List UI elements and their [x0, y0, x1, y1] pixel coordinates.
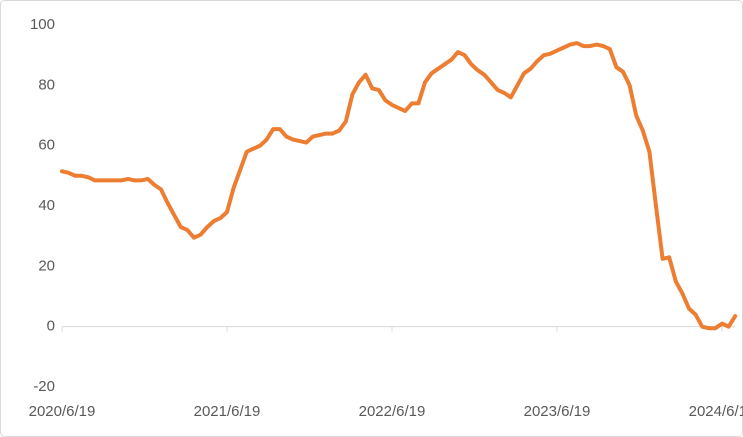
- y-tick-label: 40: [38, 197, 55, 214]
- x-tick-label: 2021/6/19: [194, 403, 261, 420]
- y-tick-label: 20: [38, 257, 55, 274]
- y-tick-label: 80: [38, 76, 55, 93]
- y-tick-label: 0: [47, 318, 55, 335]
- y-tick-label: 100: [30, 16, 55, 33]
- x-tick-label: 2022/6/19: [359, 403, 426, 420]
- x-tick-label: 2023/6/19: [524, 403, 591, 420]
- y-tick-label: -20: [33, 378, 55, 395]
- line-series: [60, 41, 738, 331]
- x-tick-label: 2024/6/19: [689, 403, 743, 420]
- x-tick-label: 2020/6/19: [29, 403, 96, 420]
- y-tick-label: 60: [38, 137, 55, 154]
